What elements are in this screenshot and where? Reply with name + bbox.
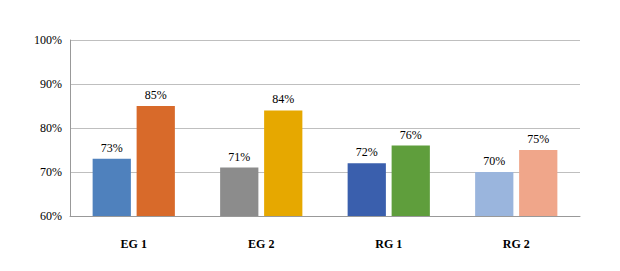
svg-text:76%: 76%	[400, 128, 422, 142]
svg-text:71%: 71%	[228, 150, 250, 164]
svg-text:73%: 73%	[101, 141, 123, 155]
svg-text:85%: 85%	[145, 88, 167, 102]
svg-text:RG 2: RG 2	[503, 237, 530, 251]
svg-text:100%: 100%	[34, 33, 62, 47]
svg-text:70%: 70%	[483, 154, 505, 168]
svg-text:EG 1: EG 1	[121, 237, 147, 251]
svg-text:80%: 80%	[40, 121, 62, 135]
svg-text:72%: 72%	[356, 145, 378, 159]
svg-text:60%: 60%	[40, 209, 62, 223]
svg-text:70%: 70%	[40, 165, 62, 179]
svg-text:75%: 75%	[527, 132, 549, 146]
svg-text:84%: 84%	[272, 92, 294, 106]
svg-text:EG 2: EG 2	[248, 237, 274, 251]
svg-text:90%: 90%	[40, 77, 62, 91]
svg-text:RG 1: RG 1	[375, 237, 402, 251]
